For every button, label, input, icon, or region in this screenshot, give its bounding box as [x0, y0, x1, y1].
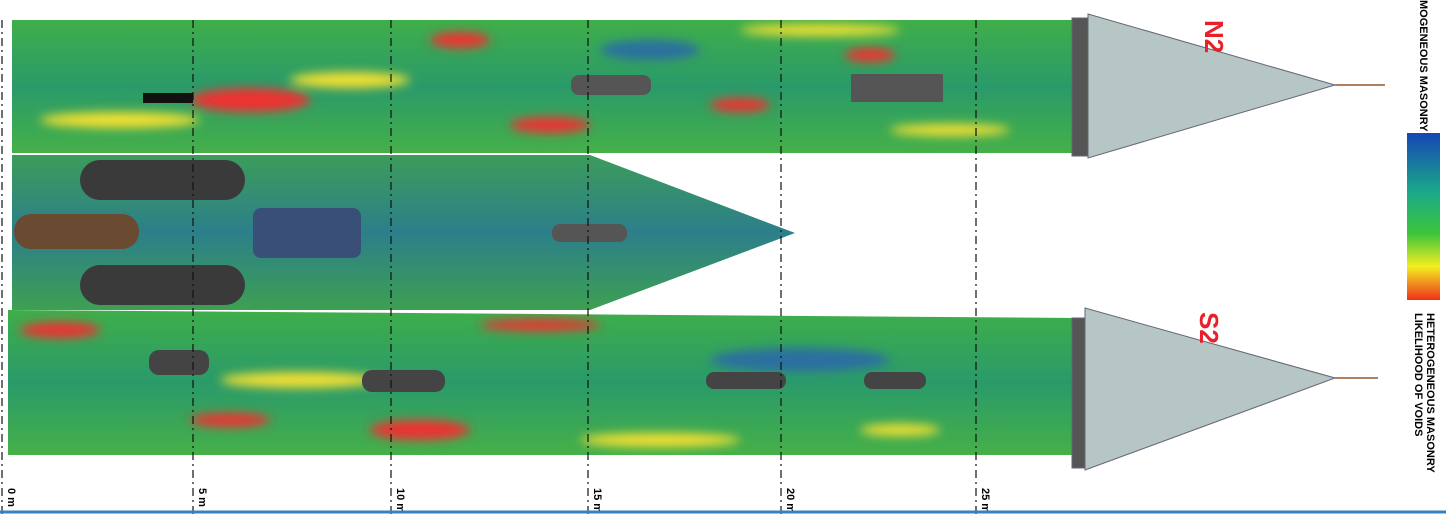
- legend-top: MOGENEOUS MASONRY: [1417, 0, 1429, 132]
- facade-n2: [12, 20, 1072, 153]
- facade-label: N2: [1199, 20, 1229, 53]
- scale-label: 15 m: [591, 488, 603, 513]
- scale-label: 0 m: [5, 488, 17, 507]
- spires: [1072, 14, 1385, 470]
- scale-label: 10 m: [394, 488, 406, 513]
- colorbar: [1407, 133, 1440, 300]
- facade-middle: [12, 155, 795, 310]
- legend-bottom: HETEROGENEOUS MASONRY: [1424, 313, 1436, 473]
- scale-label: 20 m: [784, 488, 796, 513]
- scale-label: 25 m: [979, 488, 991, 513]
- figure: 0 m 5 m 10 m 15 m 20 m 25 m N2 S2 MOGENEOUS M…: [0, 0, 1446, 516]
- legend-caption: LIKELIHOOD OF VOIDS: [1412, 313, 1424, 436]
- facade-label: S2: [1194, 312, 1224, 344]
- scale-label: 5 m: [196, 488, 208, 507]
- facade-s2: [8, 310, 1078, 455]
